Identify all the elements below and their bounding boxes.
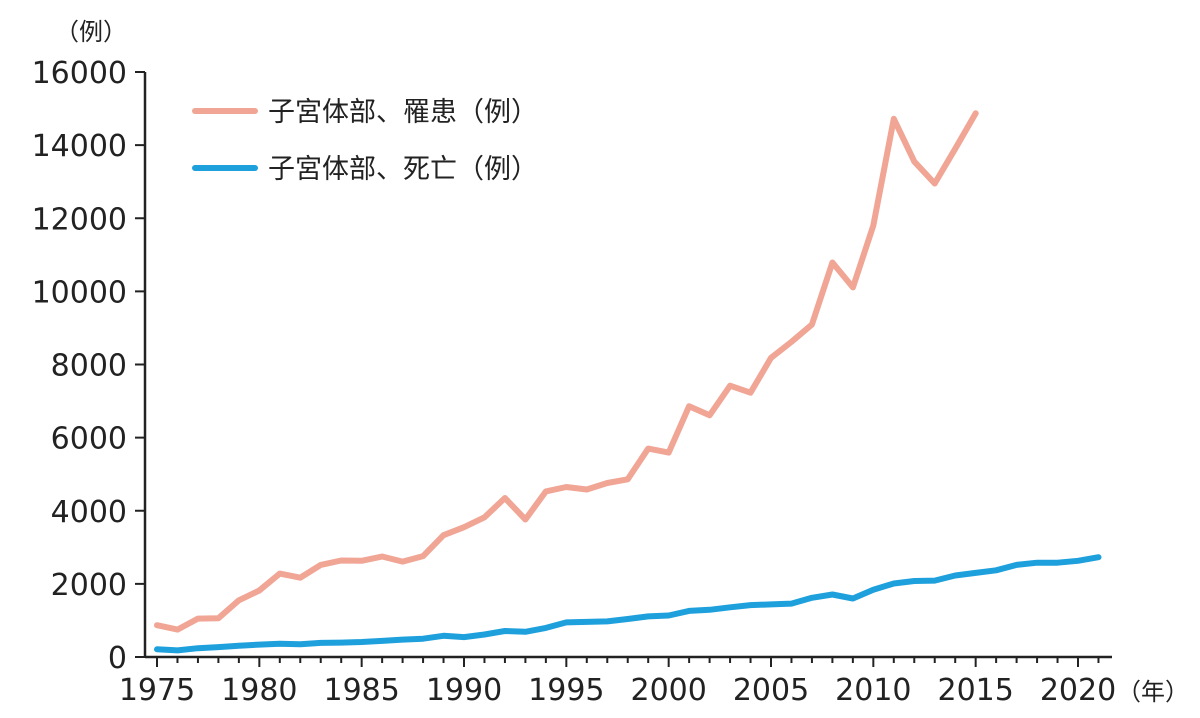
y-tick-label: 10000 [32,275,127,310]
x-tick-label: 1995 [528,673,604,708]
x-tick-label: 1975 [119,673,195,708]
y-tick-label: 14000 [32,129,127,164]
x-tick-label: 2000 [630,673,706,708]
series-line-incidence [154,110,979,633]
y-tick-label: 4000 [51,495,127,530]
y-tick-label: 16000 [32,56,127,91]
series-lines [154,110,1102,654]
legend-label-mortality: 子宮体部、死亡（例） [268,154,538,185]
x-tick-label: 2010 [835,673,911,708]
y-tick-label: 2000 [51,568,127,603]
y-tick-label: 12000 [32,202,127,237]
legend-label-incidence: 子宮体部、罹患（例） [268,97,538,128]
y-tick-label: 0 [108,641,127,676]
x-tick-label: 1990 [426,673,502,708]
legend: 子宮体部、罹患（例） 子宮体部、死亡（例） [192,97,538,185]
x-tick-label: 1980 [221,673,297,708]
x-axis-unit-label: （年） [1117,678,1189,706]
y-tick-label: 6000 [51,422,127,457]
series-line-mortality [154,554,1102,654]
x-tick-label: 2020 [1040,673,1116,708]
y-axis-unit-label: （例） [55,18,127,46]
y-axis-ticks: 0 2000 4000 6000 8000 10000 12000 14000 16000 [32,56,145,676]
x-tick-label: 2015 [937,673,1013,708]
x-tick-label: 2005 [733,673,809,708]
x-tick-label: 1985 [323,673,399,708]
y-tick-label: 8000 [51,349,127,384]
x-axis-ticks: 1975 1980 1985 1990 1995 2000 2005 2010 2015 2020 [119,657,1116,708]
